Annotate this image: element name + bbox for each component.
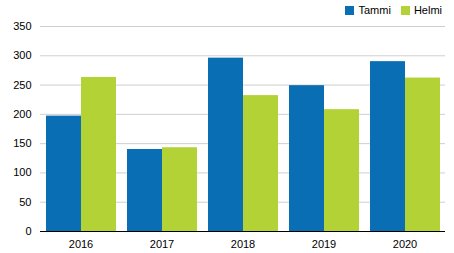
svg-text:0: 0 bbox=[25, 225, 31, 237]
svg-text:2016: 2016 bbox=[69, 238, 93, 250]
svg-text:150: 150 bbox=[13, 137, 31, 149]
svg-text:350: 350 bbox=[13, 20, 31, 32]
html-text:Helmi: Helmi bbox=[413, 4, 442, 16]
svg-text:200: 200 bbox=[13, 108, 31, 120]
svg-text:100: 100 bbox=[13, 166, 31, 178]
svg-text:2017: 2017 bbox=[150, 238, 174, 250]
svg-text:2018: 2018 bbox=[231, 238, 255, 250]
svg-text:250: 250 bbox=[13, 79, 31, 91]
svg-text:2019: 2019 bbox=[312, 238, 336, 250]
svg-text:50: 50 bbox=[19, 196, 31, 208]
svg-text:300: 300 bbox=[13, 49, 31, 61]
html-text:Tammi: Tammi bbox=[358, 4, 391, 16]
svg-text:2020: 2020 bbox=[393, 238, 417, 250]
